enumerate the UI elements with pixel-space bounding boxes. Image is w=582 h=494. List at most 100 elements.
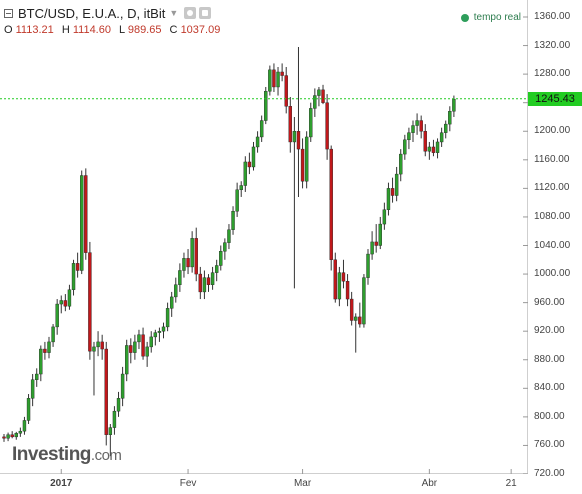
candle-body <box>55 303 59 328</box>
candle <box>186 249 190 275</box>
candle-body <box>178 270 182 285</box>
last-price-label: 1245.43 <box>528 91 582 106</box>
candle-body <box>259 120 264 138</box>
y-tick-label: 1160.00 <box>534 153 570 165</box>
candle-body <box>194 238 198 275</box>
candle <box>259 115 264 142</box>
candle <box>190 231 194 273</box>
candle <box>145 341 149 367</box>
candle-body <box>145 346 149 357</box>
candle <box>43 341 47 360</box>
candle-body <box>96 341 100 348</box>
candle <box>251 141 256 171</box>
candle <box>411 120 415 142</box>
candle <box>80 170 84 275</box>
candles <box>2 46 456 457</box>
candle <box>10 431 14 439</box>
candle-body <box>268 69 272 92</box>
candle-body <box>39 348 43 375</box>
ohlc-value: 989.65 <box>127 24 162 36</box>
eye-icon[interactable] <box>184 7 197 19</box>
candle <box>276 66 280 96</box>
candle-body <box>366 253 370 278</box>
candle-body <box>116 398 121 412</box>
candle-body <box>2 436 6 439</box>
candle-body <box>411 125 415 133</box>
candle <box>292 116 297 289</box>
candle <box>394 166 399 202</box>
candle-body <box>137 334 141 343</box>
candle <box>448 106 452 132</box>
candle <box>341 259 346 289</box>
candle-body <box>92 346 96 352</box>
candle-body <box>288 106 292 143</box>
candle <box>202 270 207 300</box>
x-tick-label: Fev <box>179 478 197 489</box>
candle <box>116 391 121 417</box>
candle-body <box>108 427 113 435</box>
candle <box>403 134 407 160</box>
candle-body <box>182 258 186 271</box>
candle-body <box>390 188 395 196</box>
candle-body <box>100 341 104 350</box>
candle-body <box>104 348 108 435</box>
ohlc-readout: O 1113.21 H 1114.60 L 989.65 C 1037.09 <box>4 24 225 36</box>
chevron-down-icon[interactable]: ▼ <box>169 8 179 18</box>
candle <box>337 266 342 307</box>
candlestick-plot[interactable] <box>0 0 528 474</box>
y-tick-label: 760.00 <box>534 439 565 451</box>
candle-body <box>18 430 23 434</box>
candle <box>210 266 215 290</box>
candle <box>227 224 231 250</box>
candle-body <box>186 258 190 268</box>
candle-body <box>403 139 407 155</box>
candle-body <box>382 209 387 225</box>
candle-body <box>300 148 305 182</box>
candle <box>374 224 378 253</box>
candle-body <box>51 326 55 343</box>
candle-body <box>43 348 47 353</box>
candle-body <box>394 173 399 196</box>
candle-body <box>276 71 280 88</box>
candle-body <box>243 161 248 186</box>
candle <box>137 329 141 350</box>
candle <box>382 202 387 230</box>
candle-body <box>448 111 452 125</box>
candle <box>67 284 72 310</box>
candle <box>304 131 309 189</box>
realtime-label: tempo real <box>473 12 521 23</box>
candle-body <box>227 229 231 243</box>
candle-body <box>206 277 211 285</box>
candle <box>435 138 440 159</box>
candle <box>407 127 411 150</box>
candle-body <box>35 373 39 380</box>
candle <box>169 291 174 317</box>
candle-body <box>354 316 358 321</box>
candle <box>182 252 186 278</box>
candle-body <box>435 141 440 153</box>
candle <box>194 227 198 282</box>
candle <box>71 259 76 296</box>
gridlines <box>60 16 528 474</box>
candle <box>39 345 43 382</box>
collapse-icon[interactable] <box>4 8 13 18</box>
candle <box>26 394 31 425</box>
candle-body <box>444 123 448 133</box>
candle <box>124 339 129 382</box>
candle-body <box>14 433 18 438</box>
ohlc-key: L <box>119 24 125 36</box>
candle <box>309 102 313 142</box>
candle <box>333 252 337 303</box>
candle <box>108 424 113 457</box>
x-tick-label: 21 <box>505 478 517 489</box>
gear-icon[interactable] <box>199 7 212 19</box>
realtime-indicator: tempo real <box>460 12 521 23</box>
candle-body <box>80 175 84 271</box>
chart-area[interactable]: BTC/USD, E.U.A., D, itBit ▼ O 1113.21 H … <box>0 0 528 474</box>
candle-body <box>251 146 256 168</box>
candle <box>235 182 239 217</box>
candle-body <box>284 75 288 107</box>
candle-body <box>63 300 68 307</box>
candle-body <box>317 89 321 96</box>
candle <box>198 266 203 300</box>
